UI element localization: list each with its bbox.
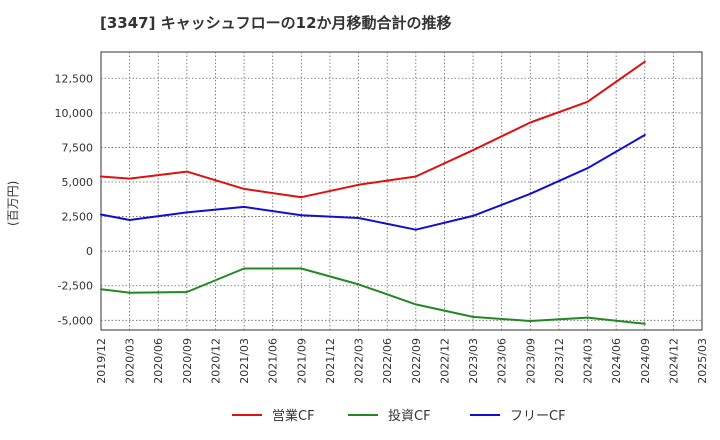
x-tick-label: 2020/03 [124, 338, 137, 384]
x-tick-label: 2023/03 [467, 338, 480, 384]
x-tick-label: 2024/09 [639, 338, 652, 384]
legend-label-営業CF: 営業CF [272, 408, 315, 424]
legend-label-フリーCF: フリーCF [510, 409, 566, 424]
x-tick-label: 2019/12 [95, 338, 108, 384]
x-tick-label: 2024/06 [610, 338, 623, 384]
y-tick-label: 10,000 [55, 107, 94, 120]
x-tick-label: 2023/09 [524, 338, 537, 384]
x-tick-label: 2020/12 [209, 338, 222, 384]
x-tick-label: 2021/03 [238, 338, 251, 384]
x-tick-label: 2024/12 [667, 338, 680, 384]
series-line-フリーCF [100, 134, 646, 231]
y-tick-label: 7,500 [62, 141, 94, 154]
x-tick-label: 2022/09 [410, 338, 423, 384]
y-tick-label: -2,500 [58, 280, 93, 293]
x-tick-label: 2022/03 [353, 338, 366, 384]
x-tick-label: 2020/09 [181, 338, 194, 384]
x-tick-label: 2021/09 [295, 338, 308, 384]
x-tick-label: 2023/06 [496, 338, 509, 384]
y-tick-label: 5,000 [62, 176, 94, 189]
x-tick-label: 2021/06 [267, 338, 280, 384]
series-line-投資CF [100, 267, 646, 325]
y-tick-label: -5,000 [58, 314, 93, 327]
x-tick-label: 2023/12 [553, 338, 566, 384]
y-tick-label: 12,500 [55, 72, 94, 85]
x-tick-label: 2021/12 [324, 338, 337, 384]
y-tick-label: 2,500 [62, 211, 94, 224]
x-tick-label: 2022/12 [438, 338, 451, 384]
series-line-営業CF [100, 60, 646, 199]
legend-label-投資CF: 投資CF [388, 408, 431, 424]
x-tick-label: 2020/06 [152, 338, 165, 384]
x-tick-label: 2022/06 [381, 338, 394, 384]
chart-title: [3347] キャッシュフローの12か月移動合計の推移 [100, 14, 452, 32]
plot-area [100, 51, 703, 331]
x-tick-label: 2025/03 [696, 338, 709, 384]
y-tick-label: 0 [86, 245, 93, 258]
x-tick-label: 2024/03 [582, 338, 595, 384]
